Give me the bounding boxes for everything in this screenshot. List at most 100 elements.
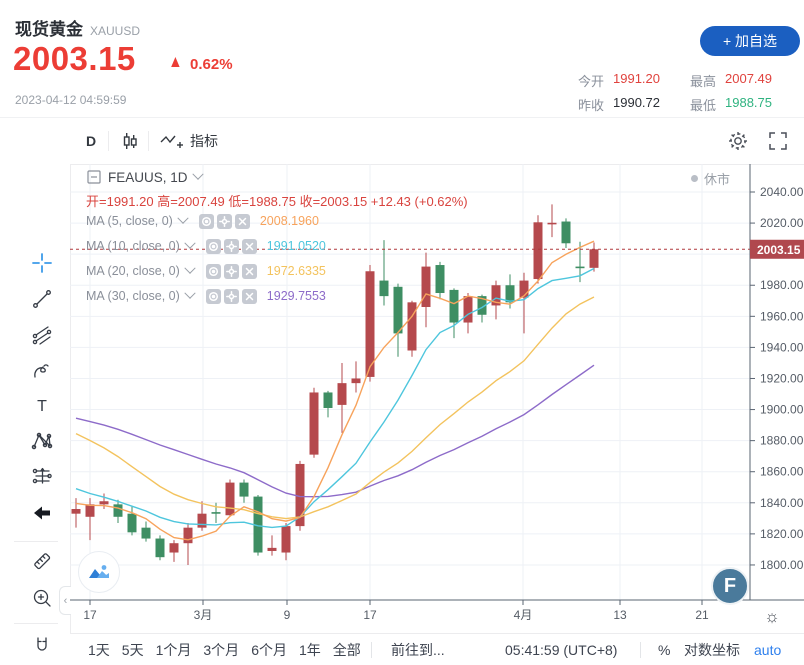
- ma20-label[interactable]: MA (20, close, 0): [86, 264, 180, 278]
- interval-button[interactable]: D: [86, 133, 97, 149]
- ma-lines-layer: [75, 240, 595, 541]
- last-price-tag: 2003.15: [750, 239, 804, 259]
- crosshair-tool[interactable]: [29, 250, 55, 276]
- stat-open-label: 今开: [578, 74, 605, 89]
- ma-settings-button[interactable]: [223, 263, 239, 279]
- ma-source-button[interactable]: [198, 213, 214, 229]
- svg-text:1840.00: 1840.00: [760, 496, 804, 510]
- zoom-in-tool[interactable]: [29, 585, 55, 611]
- ma5-line: [75, 240, 595, 541]
- change-percent: 0.62%: [190, 56, 233, 73]
- svg-text:1880.00: 1880.00: [760, 434, 804, 448]
- ma-settings-button[interactable]: [223, 288, 239, 304]
- range-1m[interactable]: 1个月: [155, 642, 192, 658]
- auto-scale-button[interactable]: auto: [754, 642, 782, 658]
- chevron-down-icon[interactable]: [184, 237, 196, 249]
- range-1d[interactable]: 1天: [88, 642, 110, 658]
- chevron-down-icon[interactable]: [184, 287, 196, 299]
- log-scale-button[interactable]: 对数坐标: [684, 642, 740, 658]
- ma-remove-button[interactable]: [234, 213, 250, 229]
- ma-remove-button[interactable]: [241, 238, 257, 254]
- toolbar-separator: [371, 642, 372, 658]
- range-3m[interactable]: 3个月: [203, 642, 240, 658]
- candles-layer: [71, 204, 599, 565]
- quote-timestamp: 2023-04-12 04:59:59: [15, 93, 127, 107]
- svg-text:1820.00: 1820.00: [760, 527, 804, 541]
- range-1y[interactable]: 1年: [298, 642, 321, 658]
- price-chart[interactable]: 2040.002020.002000.001980.001960.001940.…: [70, 164, 804, 633]
- svg-text:1860.00: 1860.00: [760, 465, 804, 479]
- ma30-label[interactable]: MA (30, close, 0): [86, 289, 180, 303]
- trend-line-tool[interactable]: [29, 286, 55, 312]
- fullscreen-icon: [769, 132, 787, 150]
- ma-remove-button[interactable]: [241, 263, 257, 279]
- fullscreen-button[interactable]: [766, 118, 790, 164]
- ma5-label[interactable]: MA (5, close, 0): [86, 214, 173, 228]
- status-dot-icon: [691, 175, 698, 182]
- price-axis-labels[interactable]: 2040.002020.002000.001980.001960.001940.…: [750, 185, 804, 572]
- ma-remove-button[interactable]: [241, 288, 257, 304]
- xabcd-pattern-tool[interactable]: [29, 428, 55, 454]
- svg-text:17: 17: [363, 608, 377, 622]
- fib-lines-tool[interactable]: [29, 322, 55, 348]
- market-status-label: 休市: [704, 172, 731, 187]
- ma-source-button[interactable]: [205, 288, 221, 304]
- stat-high-label: 最高: [690, 74, 717, 89]
- ma-settings-button[interactable]: [216, 213, 232, 229]
- indicator-wave-icon: [160, 135, 183, 148]
- brush-tool[interactable]: [29, 358, 55, 384]
- magnet-tool[interactable]: [29, 633, 55, 659]
- ma10-label[interactable]: MA (10, close, 0): [86, 239, 180, 253]
- ma-source-button[interactable]: [205, 238, 221, 254]
- back-arrow-icon[interactable]: [29, 500, 55, 526]
- chart-style-button[interactable]: [118, 118, 142, 164]
- sidebar-collapse-handle[interactable]: ‹: [59, 586, 71, 615]
- svg-text:3月: 3月: [194, 608, 213, 622]
- chevron-down-icon[interactable]: [191, 168, 204, 180]
- svg-text:1980.00: 1980.00: [760, 278, 804, 292]
- stat-high-value: 2007.49: [725, 71, 772, 86]
- series-legend[interactable]: FEAUUS, 1D: [86, 168, 206, 185]
- forecast-tool[interactable]: [29, 463, 55, 489]
- sidebar-divider: [14, 623, 58, 624]
- svg-text:T: T: [37, 398, 47, 415]
- percent-scale-button[interactable]: %: [658, 642, 671, 658]
- toolbar-separator: [640, 642, 641, 658]
- chevron-down-icon[interactable]: [177, 212, 189, 224]
- ma30-value: 1929.7553: [266, 289, 326, 303]
- ma30-line: [75, 364, 595, 498]
- page-title: 现货黄金 XAUUSD: [15, 15, 140, 40]
- ma-row: MA (10, close, 0) 1991.0520: [86, 236, 326, 256]
- svg-text:1960.00: 1960.00: [760, 309, 804, 323]
- axis-settings-icon[interactable]: ☼: [764, 607, 780, 626]
- gear-icon: [729, 132, 747, 150]
- collapse-legend-icon[interactable]: [86, 169, 102, 185]
- text-tool[interactable]: T: [29, 393, 55, 419]
- chart-settings-button[interactable]: [726, 118, 750, 164]
- toolbar-separator: [148, 131, 149, 151]
- indicators-label: 指标: [190, 133, 218, 149]
- price-up-arrow-icon: ▲: [168, 52, 183, 71]
- ruler-tool[interactable]: [29, 548, 55, 574]
- ma10-value: 1991.0520: [266, 239, 326, 253]
- ma-settings-button[interactable]: [223, 238, 239, 254]
- series-name: FEAUUS, 1D: [108, 169, 188, 185]
- market-status: 休市: [691, 169, 730, 188]
- indicators-button[interactable]: 指标: [158, 118, 218, 164]
- range-selector: 1天 5天 1个月 3个月 6个月 1年 全部: [88, 634, 361, 665]
- add-watchlist-button[interactable]: + 加自选: [700, 26, 800, 56]
- chart-toolbar: D 指标: [70, 118, 804, 165]
- goto-date-button[interactable]: 前往到...: [391, 642, 445, 658]
- svg-text:1940.00: 1940.00: [760, 340, 804, 354]
- chevron-down-icon[interactable]: [184, 262, 196, 274]
- range-all[interactable]: 全部: [332, 642, 361, 658]
- stat-low-value: 1988.75: [725, 95, 772, 110]
- sidebar-divider: [14, 541, 58, 542]
- ma-source-button[interactable]: [205, 263, 221, 279]
- range-6m[interactable]: 6个月: [251, 642, 287, 658]
- clock-readout: 05:41:59 (UTC+8): [505, 642, 618, 658]
- ma5-value: 2008.1960: [259, 214, 319, 228]
- instrument-name: 现货黄金: [15, 20, 83, 39]
- time-axis-labels[interactable]: 17 3月 9 17 4月 13 21: [83, 600, 709, 622]
- range-5d[interactable]: 5天: [121, 642, 144, 658]
